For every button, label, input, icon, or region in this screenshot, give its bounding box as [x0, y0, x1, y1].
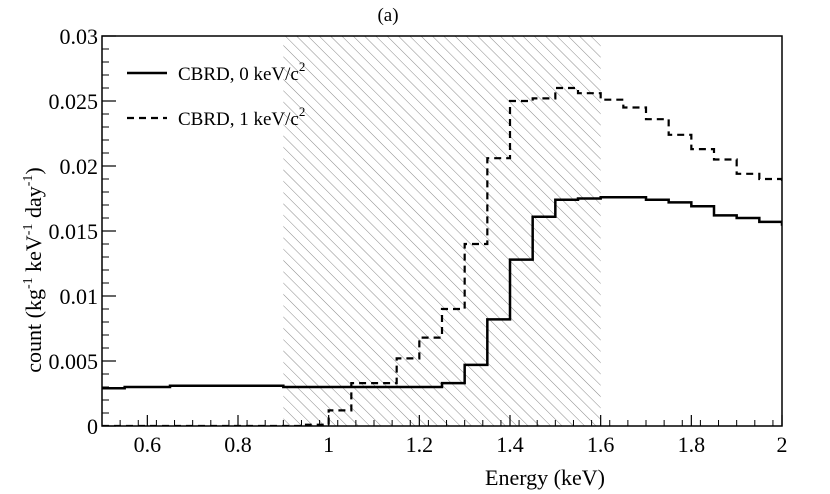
y-title-part: count (kg — [21, 289, 46, 373]
x-tick-label: 0.8 — [224, 432, 252, 457]
x-tick-label: 1.6 — [587, 432, 615, 457]
legend-label: CBRD, 1 keV/c2 — [178, 104, 305, 130]
x-tick-label: 0.6 — [134, 432, 162, 457]
y-title-exp: -1 — [21, 224, 36, 236]
y-tick-label: 0.01 — [60, 284, 99, 309]
y-title-part: day — [21, 186, 46, 223]
x-tick-label: 1 — [323, 432, 334, 457]
y-tick-label: 0.015 — [49, 219, 99, 244]
y-axis-title: count (kg-1 keV-1 day-1) — [21, 167, 46, 372]
legend: CBRD, 0 keV/c2 CBRD, 1 keV/c2 — [127, 59, 305, 130]
y-title-exp: -1 — [21, 175, 36, 187]
x-tick-label: 1.8 — [678, 432, 706, 457]
y-tick-label: 0.005 — [49, 349, 99, 374]
y-title-part: keV — [21, 235, 46, 277]
x-axis-title: Energy (keV) — [485, 465, 605, 490]
x-tick-label: 2 — [777, 432, 788, 457]
shaded-region — [283, 36, 601, 426]
y-title-exp: -1 — [21, 277, 36, 289]
series-line-0kev — [102, 195, 782, 390]
chart-title: (a) — [377, 5, 398, 26]
y-tick-label: 0.02 — [60, 154, 99, 179]
y-tick-label: 0 — [87, 414, 98, 439]
y-tick-label: 0.025 — [49, 89, 99, 114]
y-tick-label: 0.03 — [60, 24, 99, 49]
x-tick-label: 1.2 — [406, 432, 434, 457]
legend-label: CBRD, 0 keV/c2 — [178, 59, 305, 85]
y-title-part: ) — [21, 167, 46, 174]
x-tick-label: 1.4 — [496, 432, 524, 457]
